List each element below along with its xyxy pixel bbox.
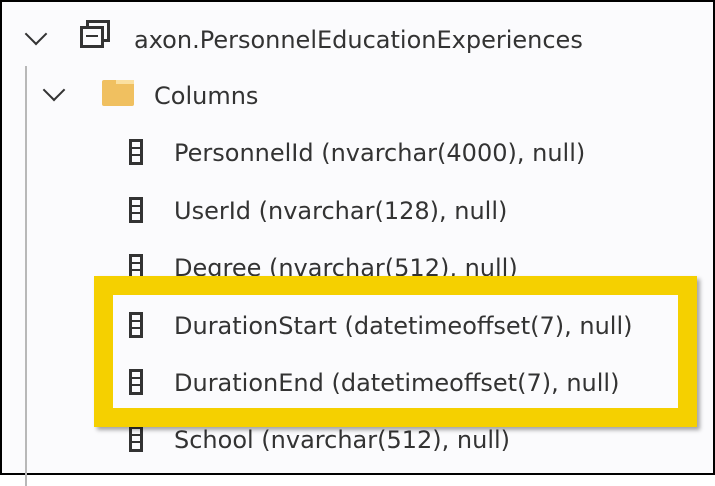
tree-item-column[interactable]: School (nvarchar(512), null) — [174, 420, 510, 460]
tree-item-column[interactable]: DurationEnd (datetimeoffset(7), null) — [174, 363, 619, 403]
tree-item-column[interactable]: DurationStart (datetimeoffset(7), null) — [174, 306, 632, 346]
highlight-box — [94, 276, 697, 427]
column-label: School (nvarchar(512), null) — [174, 426, 511, 454]
column-icon — [129, 197, 143, 223]
folder-label: Columns — [154, 82, 259, 110]
column-icon — [129, 312, 143, 338]
tree-item-columns-folder[interactable]: Columns — [154, 76, 258, 116]
table-label: axon.PersonnelEducationExperiences — [134, 26, 583, 54]
column-label: UserId (nvarchar(128), null) — [174, 197, 508, 225]
column-label: PersonnelId (nvarchar(4000), null) — [174, 139, 586, 167]
column-label: DurationStart (datetimeoffset(7), null) — [174, 312, 633, 340]
column-label: DurationEnd (datetimeoffset(7), null) — [174, 369, 620, 397]
column-icon — [129, 369, 143, 395]
tree-item-column[interactable]: PersonnelId (nvarchar(4000), null) — [174, 133, 585, 173]
column-icon — [129, 139, 143, 165]
tree-item-table[interactable]: axon.PersonnelEducationExperiences — [134, 20, 583, 60]
chevron-down-icon[interactable] — [42, 78, 66, 102]
column-icon — [129, 426, 143, 452]
chevron-down-icon[interactable] — [24, 22, 48, 46]
table-icon — [80, 20, 110, 50]
tree-guide-line — [25, 66, 27, 486]
folder-icon — [102, 80, 134, 106]
tree-item-column[interactable]: UserId (nvarchar(128), null) — [174, 191, 507, 231]
